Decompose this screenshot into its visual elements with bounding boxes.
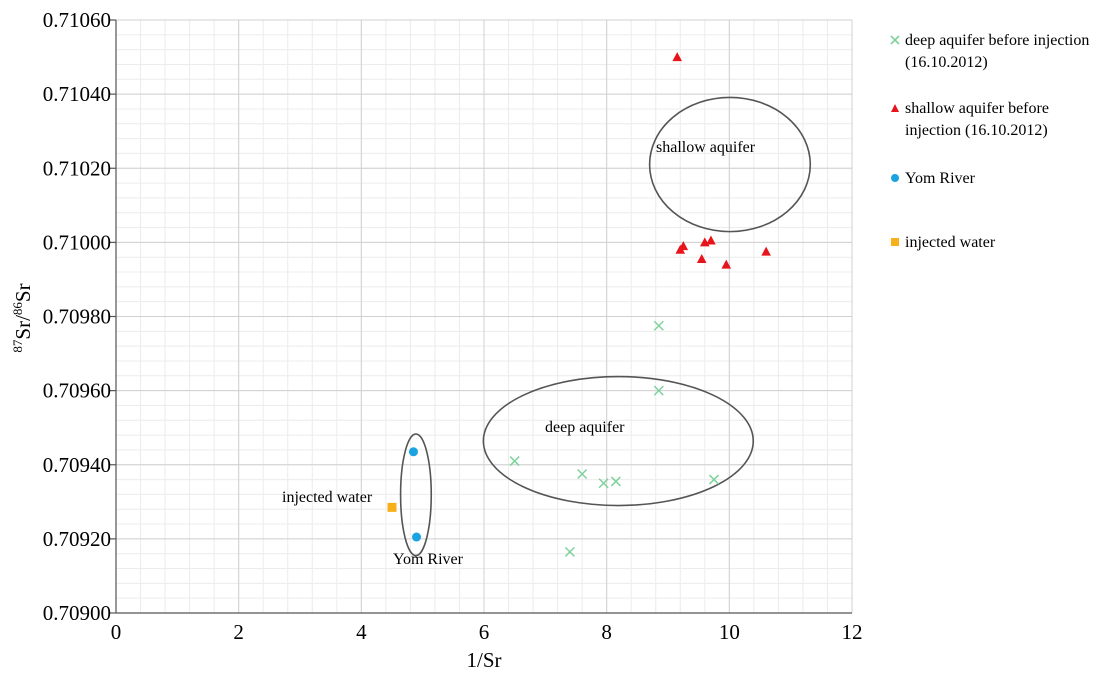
x-tick-label: 8 [601, 620, 612, 644]
y-tick-label: 0.70960 [43, 379, 111, 403]
tick-labels: 0 2 4 6 8 10 12 0.70900 0.70920 0.70940 0.70960 0.7… [43, 8, 863, 644]
y-tick-label: 0.71040 [43, 82, 111, 106]
y-label-sup-2: 86 [10, 302, 25, 316]
y-tick-label: 0.70900 [43, 601, 111, 625]
legend-label-line: Yom River [905, 170, 975, 187]
legend-label-line: (16.10.2012) [905, 54, 988, 71]
y-label-sup-1: 87 [10, 339, 25, 353]
y-tick-label: 0.71060 [43, 8, 111, 32]
deep-aquifer-point [610, 476, 621, 487]
annotation-injected-water: injected water [282, 489, 373, 506]
deep-aquifer-point [653, 385, 664, 396]
annotation-shallow-aquifer: shallow aquifer [656, 139, 756, 156]
deep-aquifer-point [509, 456, 520, 467]
triangle-marker-icon [891, 104, 899, 112]
shallow-aquifer-point [678, 241, 689, 251]
deep-aquifer-point [598, 478, 609, 489]
deep-aquifer-point [577, 468, 588, 480]
legend-label-line: deep aquifer before injection [905, 32, 1090, 49]
yom-river-point [412, 532, 422, 542]
shallow-aquifer-point [706, 235, 716, 245]
axes [110, 19, 852, 614]
deep-aquifer-point [564, 546, 575, 557]
injected-water-point [387, 502, 397, 512]
cluster-ellipses [399, 96, 812, 557]
legend-label-line: injection (16.10.2012) [905, 122, 1048, 139]
x-tick-label: 0 [111, 620, 122, 644]
x-tick-label: 12 [842, 620, 863, 644]
annotation-yom-river: Yom River [393, 551, 464, 568]
annotation-deep-aquifer: deep aquifer [545, 419, 625, 436]
y-label-part-2: Sr [11, 283, 35, 302]
yom-river-ellipse [399, 433, 433, 557]
shallow-aquifer-point [672, 52, 682, 62]
deep-aquifer-point [708, 474, 720, 485]
shallow-aquifer-point [721, 259, 732, 269]
yom-river-point [408, 447, 418, 457]
y-axis-label: 87Sr/86Sr [10, 283, 35, 352]
x-tick-label: 10 [719, 620, 740, 644]
x-tick-label: 4 [356, 620, 367, 644]
x-marker-icon [890, 35, 900, 45]
x-axis-label: 1/Sr [466, 648, 501, 672]
y-tick-label: 0.71000 [43, 230, 111, 254]
square-marker-icon [891, 238, 899, 246]
data-points [387, 52, 771, 557]
shallow-aquifer-ellipse [648, 96, 812, 233]
deep-aquifer-point [653, 320, 664, 331]
shallow-aquifer-point [696, 254, 707, 264]
legend-label-line: shallow aquifer before [905, 100, 1049, 117]
y-tick-label: 0.70940 [43, 453, 111, 477]
legend-label-line: injected water [905, 234, 996, 251]
x-tick-label: 6 [479, 620, 490, 644]
y-tick-label: 0.70980 [43, 305, 111, 329]
deep-aquifer-ellipse [482, 375, 755, 507]
circle-marker-icon [891, 174, 899, 182]
y-label-part-1: Sr/ [11, 315, 35, 340]
y-tick-label: 0.70920 [43, 527, 111, 551]
shallow-aquifer-point [761, 246, 771, 256]
x-tick-label: 2 [233, 620, 244, 644]
y-tick-label: 0.71020 [43, 156, 111, 180]
